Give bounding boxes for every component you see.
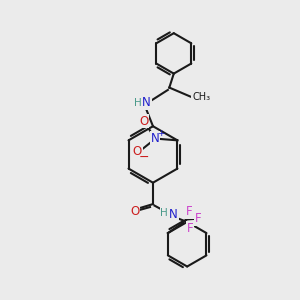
Text: −: − xyxy=(139,152,149,164)
Text: O: O xyxy=(139,115,148,128)
Text: O: O xyxy=(133,146,142,158)
Text: CH₃: CH₃ xyxy=(192,92,210,102)
Text: N: N xyxy=(169,208,178,221)
Text: O: O xyxy=(130,205,139,218)
Text: +: + xyxy=(157,129,164,138)
Text: F: F xyxy=(195,212,202,225)
Text: H: H xyxy=(134,98,141,108)
Text: F: F xyxy=(186,205,193,218)
Text: N: N xyxy=(142,96,151,109)
Text: H: H xyxy=(160,208,168,218)
Text: F: F xyxy=(187,221,194,235)
Text: N: N xyxy=(151,132,160,146)
